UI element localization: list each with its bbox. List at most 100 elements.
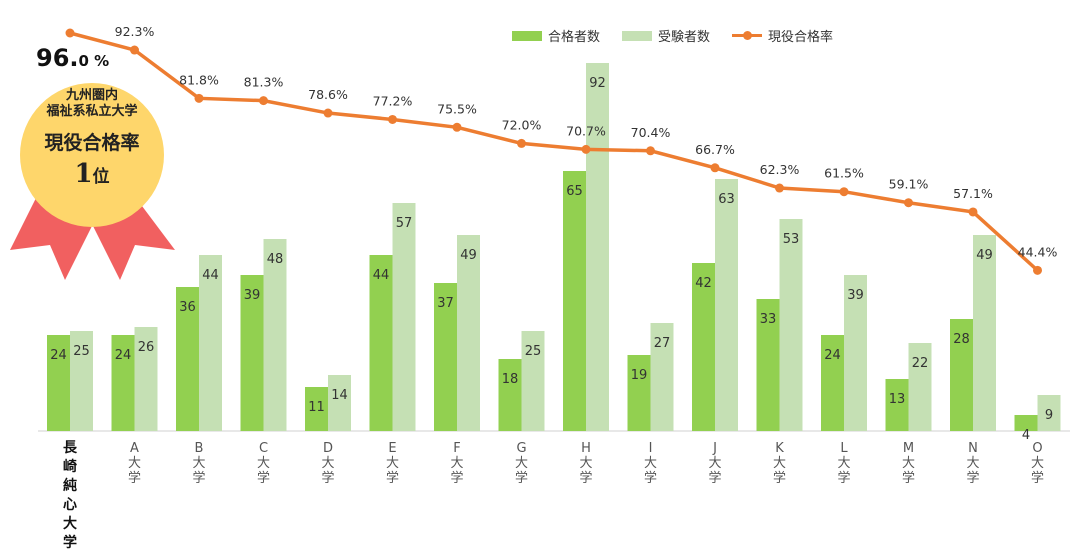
category-label-8-0: H (581, 441, 591, 456)
bar-pass-7 (498, 359, 522, 431)
bar-label-pass-13: 13 (889, 392, 906, 407)
medal-text: 九州圏内 福祉系私立大学 現役合格率 1位 (22, 88, 162, 189)
bar-exam-7 (521, 331, 545, 431)
legend-label-pass: 合格者数 (548, 30, 601, 45)
bar-pass-15 (1014, 415, 1038, 431)
bar-label-pass-0: 24 (50, 348, 67, 363)
category-label-6-0: F (453, 441, 460, 456)
bar-label-pass-14: 28 (953, 332, 970, 347)
rate-label-2: 81.8% (179, 72, 219, 87)
bar-label-pass-2: 36 (179, 300, 196, 315)
category-label-11-1: 大 (773, 456, 786, 471)
bar-exam-1 (134, 327, 158, 431)
category-label-2-1: 大 (192, 456, 205, 471)
bar-label-pass-8: 65 (566, 184, 583, 199)
legend: 合格者数 受験者数 現役合格率 (512, 26, 833, 45)
category-label-0-3: 心 (63, 497, 77, 513)
legend-swatch-pass (512, 30, 542, 41)
bar-label-pass-6: 37 (437, 296, 454, 311)
category-label-2-2: 学 (192, 470, 205, 486)
medal-circle (20, 83, 164, 227)
badge-percent-main: 96. (36, 44, 79, 72)
rate-label-14: 57.1% (953, 186, 993, 201)
category-label-3-0: C (259, 441, 268, 456)
legend-swatch-rate (732, 31, 763, 40)
rate-point-9 (646, 146, 655, 156)
bar-label-pass-7: 18 (502, 372, 519, 387)
rate-point-11 (775, 183, 784, 193)
bar-label-exam-5: 57 (396, 216, 413, 231)
bar-exam-5 (392, 203, 416, 431)
category-label-0-4: 大 (63, 515, 77, 532)
badge-percent: 96.0 % (36, 44, 109, 72)
rate-point-6 (452, 122, 462, 132)
bar-exam-15 (1037, 395, 1061, 431)
medal-badge (10, 83, 175, 280)
rate-point-1 (130, 45, 139, 55)
bar-label-exam-14: 49 (976, 248, 993, 263)
category-label-3-2: 学 (257, 470, 270, 486)
rate-line-group: 92.3% 81.8% 81.3% 78.6% 77.2% 75.5% 72.0% 70.7%… (65, 24, 1058, 275)
rate-label-13: 59.1% (889, 177, 929, 192)
bar-label-exam-6: 49 (460, 248, 477, 263)
category-label-12-0: L (840, 441, 848, 456)
bar-label-exam-8: 92 (589, 76, 606, 91)
badge-rank-number: 1 (74, 159, 93, 189)
bar-label-exam-1: 26 (138, 340, 155, 355)
bar-label-exam-0: 25 (73, 344, 90, 359)
badge-rank: 1位 (22, 159, 162, 189)
badge-percent-small: 0 % (78, 52, 110, 70)
rate-line (69, 31, 1039, 272)
bar-exam-9 (650, 323, 674, 431)
legend-label-rate: 現役合格率 (768, 30, 834, 45)
category-label-6-2: 学 (450, 470, 463, 486)
bar-label-pass-5: 44 (373, 268, 390, 283)
category-label-14-1: 大 (966, 456, 979, 471)
rate-label-12: 61.5% (824, 166, 864, 181)
rate-point-0 (65, 28, 75, 38)
category-label-13-0: M (903, 441, 914, 456)
bars-group: 24 25 242636443948111444573749182565921927… (47, 63, 1061, 443)
bar-label-pass-1: 24 (115, 348, 132, 363)
category-label-14-2: 学 (966, 470, 979, 486)
bar-label-pass-10: 42 (695, 276, 712, 291)
bar-label-exam-10: 63 (718, 192, 735, 207)
category-label-4-1: 大 (321, 456, 334, 471)
bar-exam-12 (844, 275, 867, 431)
rate-point-10 (710, 163, 720, 173)
category-label-11-2: 学 (773, 470, 786, 486)
category-label-10-2: 学 (708, 470, 721, 486)
bar-pass-5 (369, 255, 393, 431)
rate-label-10: 66.7% (695, 142, 735, 157)
category-label-0-5: 学 (63, 534, 77, 550)
bar-pass-12 (821, 335, 844, 431)
rate-point-3 (259, 96, 268, 106)
rate-point-5 (388, 114, 397, 124)
category-label-15-2: 学 (1031, 470, 1044, 486)
bar-exam-4 (328, 375, 351, 431)
category-label-9-1: 大 (644, 456, 657, 471)
rate-point-7 (517, 138, 526, 148)
category-label-5-0: E (388, 441, 396, 456)
legend-label-exam: 受験者数 (658, 30, 711, 45)
rate-label-15: 44.4% (1018, 244, 1058, 259)
bar-label-exam-3: 48 (267, 252, 284, 267)
bar-pass-6 (434, 283, 457, 431)
badge-line3: 現役合格率 (44, 132, 140, 154)
bar-pass-13 (885, 379, 909, 431)
bar-label-exam-15: 9 (1045, 408, 1053, 423)
category-label-7-1: 大 (515, 456, 528, 471)
category-label-5-2: 学 (386, 470, 399, 486)
bar-exam-14 (973, 235, 996, 431)
bar-pass-11 (756, 299, 780, 431)
category-label-1-0: A (130, 441, 139, 456)
badge-line2: 福祉系私立大学 (46, 104, 138, 119)
bar-label-pass-12: 24 (824, 348, 841, 363)
bar-pass-9 (627, 355, 651, 431)
rate-label-1: 92.3% (115, 24, 155, 39)
category-label-1-2: 学 (128, 470, 141, 486)
category-label-13-1: 大 (902, 456, 915, 471)
bar-label-exam-7: 25 (525, 344, 542, 359)
bar-exam-8 (586, 63, 609, 431)
